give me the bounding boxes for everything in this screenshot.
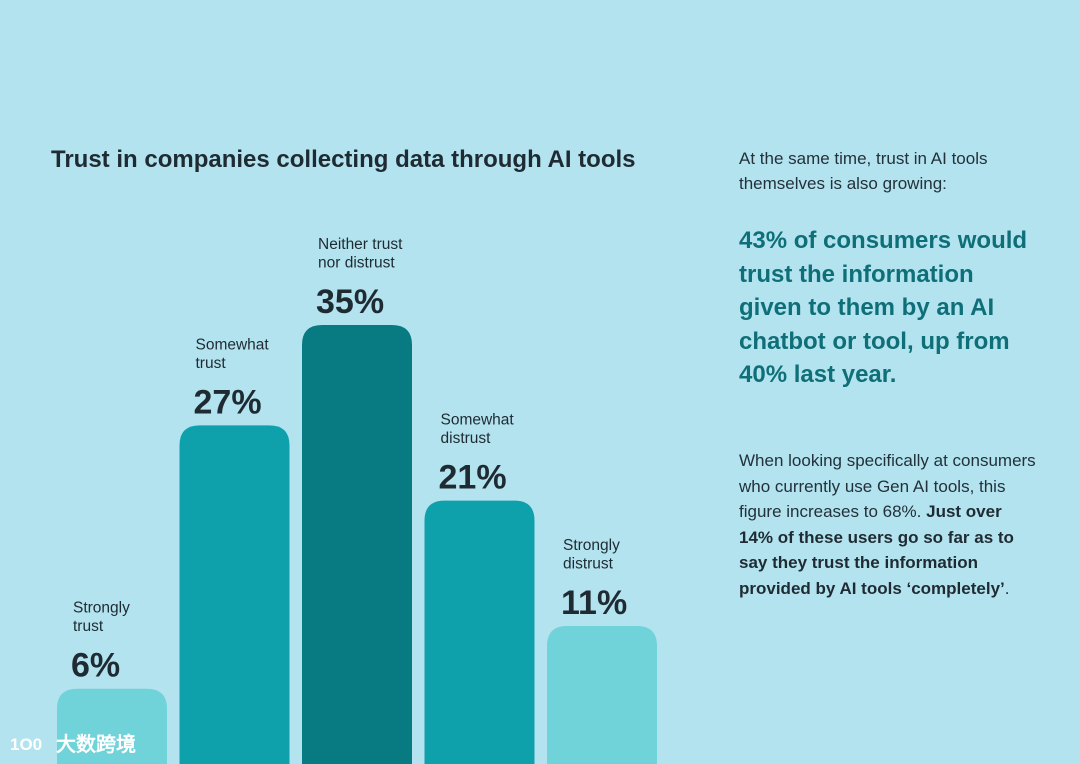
bar-category-label-2-line-0: Neither trust: [318, 236, 403, 253]
bar-0: [57, 688, 167, 764]
watermark: 1O0 大数跨境: [8, 728, 136, 757]
side-body-plain: When looking specifically at consumers w…: [739, 451, 1036, 522]
side-intro-text: At the same time, trust in AI tools them…: [739, 149, 988, 193]
bar-value-label-0: 6%: [71, 647, 120, 685]
side-body-text: When looking specifically at consumers w…: [739, 448, 1039, 602]
logo-text: 1O0: [10, 735, 42, 754]
bar-category-label-1-line-0: Somewhat: [196, 336, 270, 353]
bar-category-label-0-line-1: trust: [73, 618, 104, 635]
side-highlight-stat: 43% of consumers would trust the informa…: [739, 227, 1028, 388]
bar-category-label-4-line-0: Strongly: [563, 537, 620, 554]
bar-1: [179, 425, 290, 764]
side-body-bold: Just over 14% of these users go so far a…: [739, 502, 1014, 598]
bar-category-label-3-line-0: Somewhat: [441, 412, 515, 429]
watermark-text: 大数跨境: [56, 734, 136, 756]
bar-3: [424, 500, 535, 764]
bar-2: [302, 325, 412, 764]
logo-icon: 1O0: [10, 735, 42, 754]
bar-value-label-4: 11%: [561, 584, 627, 622]
chart-title: Trust in companies collecting data throu…: [51, 146, 636, 173]
bar-value-label-3: 21%: [439, 459, 507, 497]
bar-category-label-4-line-1: distrust: [563, 556, 614, 573]
bar-chart: 6%Stronglytrust27%Somewhattrust35%Neithe…: [57, 236, 657, 764]
bar-4: [547, 626, 657, 764]
bar-value-label-2: 35%: [316, 283, 384, 321]
bar-category-label-1-line-1: trust: [196, 355, 227, 372]
bar-value-label-1: 27%: [194, 383, 262, 421]
bar-category-label-3-line-1: distrust: [441, 430, 492, 447]
side-body-end: .: [1004, 578, 1010, 598]
bar-category-label-2-line-1: nor distrust: [318, 255, 395, 272]
bar-category-label-0-line-0: Strongly: [73, 600, 130, 617]
